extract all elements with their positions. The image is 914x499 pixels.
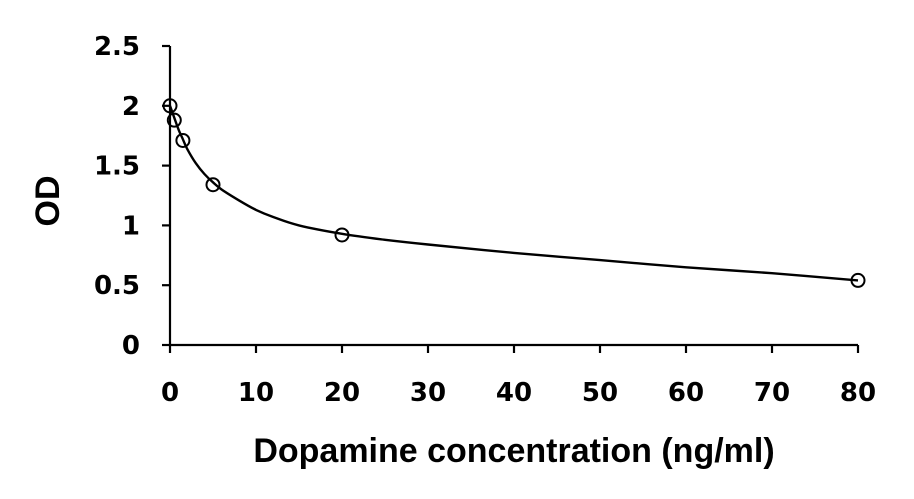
y-axis: 0 0.5 1 1.5 2 2.5 bbox=[94, 32, 172, 361]
x-axis: 0 10 20 30 40 50 60 70 80 bbox=[161, 343, 876, 408]
x-tick-label: 80 bbox=[840, 378, 876, 408]
y-tick-label: 2 bbox=[122, 92, 140, 122]
data-point bbox=[205, 177, 221, 193]
y-axis-title: OD bbox=[29, 176, 67, 227]
x-tick-label: 20 bbox=[324, 378, 360, 408]
data-points bbox=[162, 98, 866, 288]
x-axis-title: Dopamine concentration (ng/ml) bbox=[253, 432, 774, 470]
fit-curve-layer bbox=[168, 105, 859, 282]
fit-curve-line bbox=[168, 105, 859, 282]
y-tick-label: 2.5 bbox=[94, 32, 140, 62]
data-point bbox=[334, 227, 350, 243]
x-tick-label: 10 bbox=[238, 378, 274, 408]
x-tick-label: 70 bbox=[754, 378, 790, 408]
data-point bbox=[166, 112, 182, 128]
data-point bbox=[162, 98, 178, 114]
y-tick-label: 1.5 bbox=[94, 152, 140, 182]
x-tick-label: 40 bbox=[496, 378, 532, 408]
y-tick-label: 0.5 bbox=[94, 271, 140, 301]
y-tick-label: 1 bbox=[122, 211, 140, 241]
x-tick-label: 0 bbox=[161, 378, 179, 408]
x-tick-label: 30 bbox=[410, 378, 446, 408]
x-tick-label: 60 bbox=[668, 378, 704, 408]
y-tick-label: 0 bbox=[122, 331, 140, 361]
x-tick-label: 50 bbox=[582, 378, 618, 408]
data-point bbox=[175, 132, 191, 148]
data-point bbox=[850, 272, 866, 288]
